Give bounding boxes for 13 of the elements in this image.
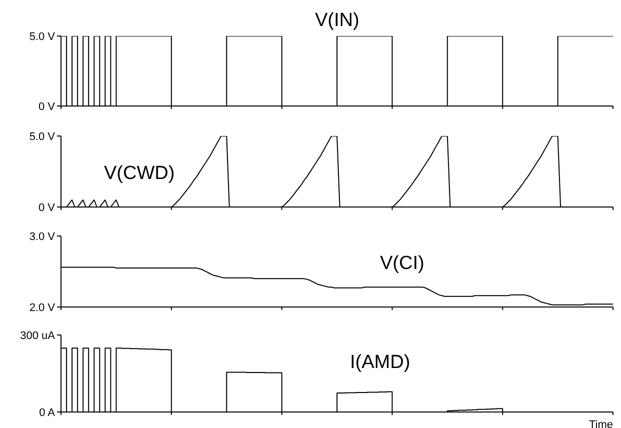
- series-label: V(CWD): [104, 163, 175, 185]
- y-tick-label: 0 V: [38, 100, 56, 113]
- series-label: I(AMD): [350, 352, 410, 374]
- series-label: V(IN): [315, 10, 360, 32]
- y-tick-label: 0 A: [39, 406, 56, 419]
- y-tick-label: 3.0 V: [29, 230, 56, 243]
- y-tick-label: 0 V: [38, 202, 56, 214]
- series-label: V(CI): [380, 253, 424, 275]
- y-tick-label: 300 uA: [20, 330, 56, 342]
- x-axis-title: Time: [588, 419, 613, 428]
- y-tick-label: 5.0 V: [29, 30, 56, 43]
- y-tick-label: 2.0 V: [29, 302, 56, 314]
- y-tick-label: 5.0 V: [29, 130, 56, 143]
